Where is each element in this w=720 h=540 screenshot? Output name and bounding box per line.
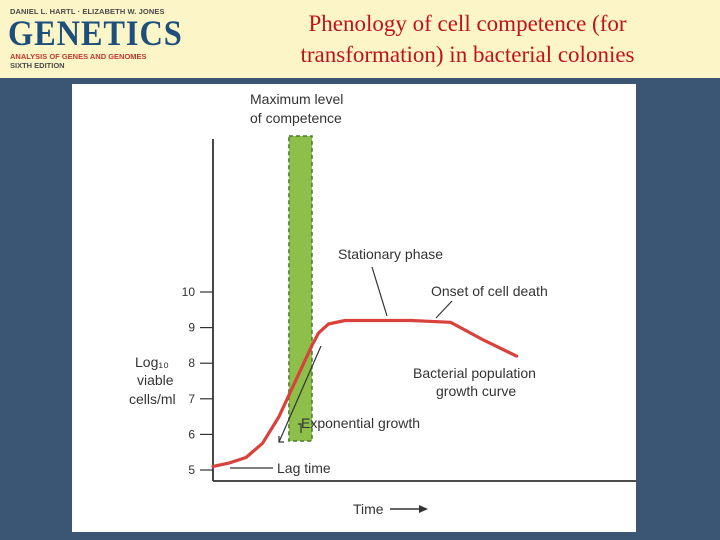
slide-header: DANIEL L. HARTL · ELIZABETH W. JONES GEN… [0, 0, 720, 78]
y-tick-label-10: 10 [182, 285, 196, 299]
x-axis-label: Time [353, 501, 384, 517]
stationary-pointer [371, 266, 388, 317]
exponential-growth-label: Exponential growth [301, 415, 420, 431]
x-axis-arrow [390, 505, 428, 513]
slide-title-line1: Phenology of cell competence (for [308, 11, 627, 36]
growth-curve-line [211, 318, 519, 468]
growth-curve-chart: Maximum level of competence 5 6 7 8 9 10 Log₁… [129, 91, 636, 517]
y-tick-label-5: 5 [188, 463, 195, 477]
lag-time-label: Lag time [277, 460, 331, 476]
slide-title-line2: transformation) in bacterial colonies [300, 42, 635, 67]
cell-death-pointer [435, 300, 453, 319]
cell-death-label: Onset of cell death [431, 283, 548, 299]
y-tick-label-8: 8 [188, 356, 195, 370]
population-curve-label-line1: Bacterial population [413, 365, 536, 381]
y-tick-label-6: 6 [188, 427, 195, 441]
book-edition: SIXTH EDITION [10, 61, 65, 70]
y-axis-label-line2: viable [137, 372, 174, 388]
y-axis-label-line3: cells/ml [129, 391, 176, 407]
population-curve-label-line2: growth curve [436, 383, 516, 399]
competence-label-line2: of competence [250, 110, 342, 126]
book-logo: DANIEL L. HARTL · ELIZABETH W. JONES GEN… [8, 7, 193, 71]
y-ticks: 5 6 7 8 9 10 [182, 285, 213, 477]
slide-title: Phenology of cell competence (for transf… [215, 8, 720, 70]
competence-band [288, 135, 313, 442]
book-authors: DANIEL L. HARTL · ELIZABETH W. JONES [10, 7, 165, 16]
y-tick-label-7: 7 [188, 392, 195, 406]
competence-label-line1: Maximum level [250, 91, 343, 107]
exponential-growth-bracket [278, 345, 322, 443]
y-axis-label-line1: Log₁₀ [135, 354, 169, 370]
book-subtitle: ANALYSIS OF GENES AND GENOMES [10, 52, 147, 61]
stationary-phase-label: Stationary phase [338, 246, 443, 262]
book-title: GENETICS [8, 13, 183, 53]
growth-curve-figure: Maximum level of competence 5 6 7 8 9 10 Log₁… [72, 84, 636, 532]
y-tick-label-9: 9 [188, 321, 195, 335]
